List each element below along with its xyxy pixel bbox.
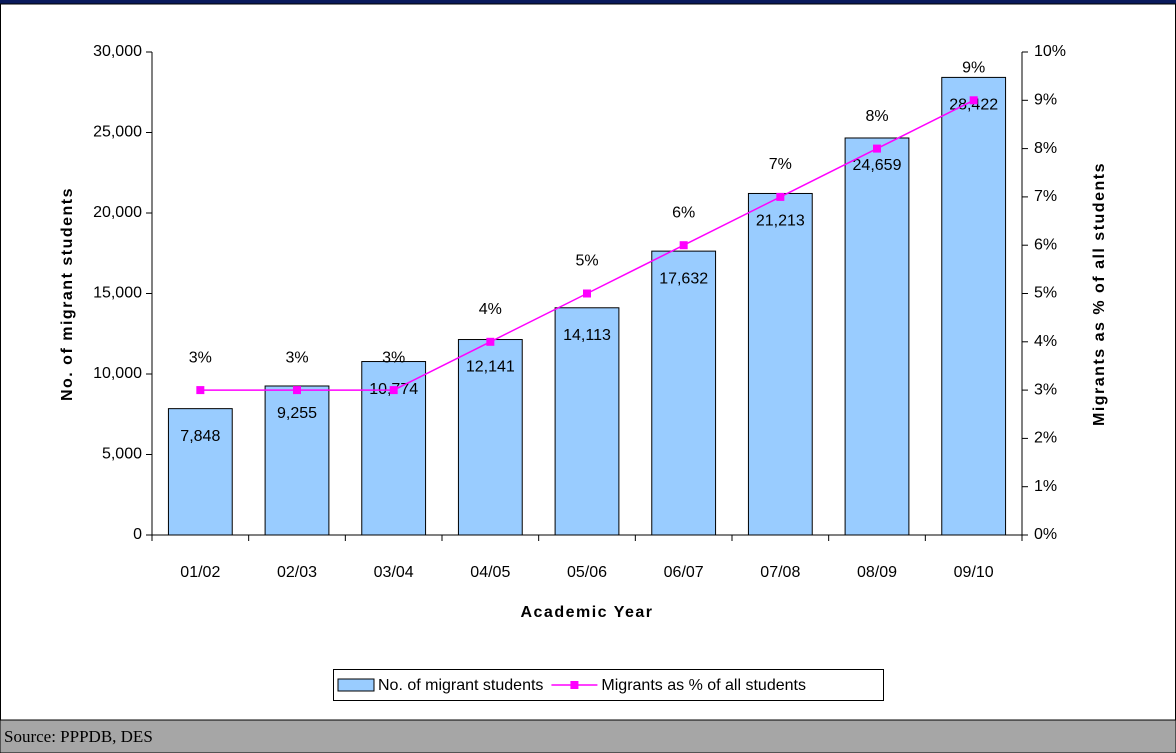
y2-axis-title: Migrants as % of all students <box>1091 162 1108 426</box>
y2-tick-label: 6% <box>1034 236 1057 253</box>
line-marker <box>583 289 591 298</box>
legend-label: No. of migrant students <box>378 677 543 694</box>
y-tick-label: 15,000 <box>93 285 142 302</box>
line-value-label: 6% <box>672 204 695 221</box>
legend-swatch <box>337 678 375 692</box>
source-bar <box>0 719 1176 753</box>
x-tick-label: 08/09 <box>857 564 897 581</box>
line-value-label: 3% <box>382 349 405 366</box>
bar-value-label: 7,848 <box>180 428 220 445</box>
line-marker <box>293 386 301 395</box>
y-tick-label: 30,000 <box>93 43 142 60</box>
x-tick-label: 03/04 <box>374 564 414 581</box>
x-tick-label: 09/10 <box>954 564 994 581</box>
y-tick-label: 0 <box>133 526 142 543</box>
legend-box <box>333 669 884 701</box>
y-axis-title: No. of migrant students <box>59 187 76 401</box>
y2-tick-label: 7% <box>1034 188 1057 205</box>
bar-value-label: 21,213 <box>756 213 805 230</box>
legend-marker <box>570 681 579 689</box>
line-value-label: 9% <box>962 60 985 77</box>
y2-tick-label: 8% <box>1034 140 1057 157</box>
bar-value-label: 17,632 <box>659 270 708 287</box>
line-value-label: 8% <box>865 108 888 125</box>
bar <box>941 76 1007 536</box>
bar <box>457 339 523 536</box>
y2-tick-label: 4% <box>1034 333 1057 350</box>
x-tick-label: 02/03 <box>277 564 317 581</box>
bar <box>554 307 620 536</box>
y-tick-label: 5,000 <box>102 446 142 463</box>
y2-tick-label: 1% <box>1034 478 1057 495</box>
source: Source: PPPDB, DES <box>4 727 153 746</box>
bar-value-label: 9,255 <box>277 405 317 422</box>
line-value-label: 3% <box>285 349 308 366</box>
bar <box>651 250 717 536</box>
line-value-label: 4% <box>479 301 502 318</box>
x-tick-label: 06/07 <box>664 564 704 581</box>
y2-tick-label: 5% <box>1034 285 1057 302</box>
x-tick-label: 05/06 <box>567 564 607 581</box>
bar <box>167 408 233 536</box>
line-marker <box>196 386 205 395</box>
bar <box>844 137 910 536</box>
line-marker <box>389 386 398 395</box>
line-value-label: 3% <box>189 349 212 366</box>
bar <box>264 385 330 536</box>
line-value-label: 5% <box>575 253 598 270</box>
bar-value-label: 28,422 <box>949 97 998 114</box>
x-tick-label: 04/05 <box>470 564 510 581</box>
bar <box>747 192 813 536</box>
line-marker <box>776 192 785 201</box>
y2-tick-label: 0% <box>1034 526 1057 543</box>
line-marker <box>486 337 495 346</box>
x-tick-label: 07/08 <box>760 564 800 581</box>
y-tick-label: 10,000 <box>93 365 142 382</box>
x-axis-title: Academic Year <box>520 604 653 621</box>
top-border <box>0 0 1176 4</box>
bar-value-label: 14,113 <box>563 327 611 344</box>
y-tick-label: 20,000 <box>93 204 142 221</box>
y2-tick-label: 2% <box>1034 430 1057 447</box>
y2-tick-label: 3% <box>1034 381 1057 398</box>
x-tick-label: 01/02 <box>180 564 220 581</box>
bar-value-label: 12,141 <box>466 359 515 376</box>
bar-value-label: 24,659 <box>853 157 902 174</box>
line-value-label: 7% <box>769 156 792 173</box>
legend-label: Migrants as % of all students <box>601 677 806 694</box>
line-marker <box>969 96 978 105</box>
line-marker <box>679 241 688 250</box>
y-tick-label: 25,000 <box>93 124 142 141</box>
line-marker <box>873 144 881 153</box>
y2-tick-label: 9% <box>1034 92 1057 109</box>
y2-tick-label: 10% <box>1034 43 1066 60</box>
